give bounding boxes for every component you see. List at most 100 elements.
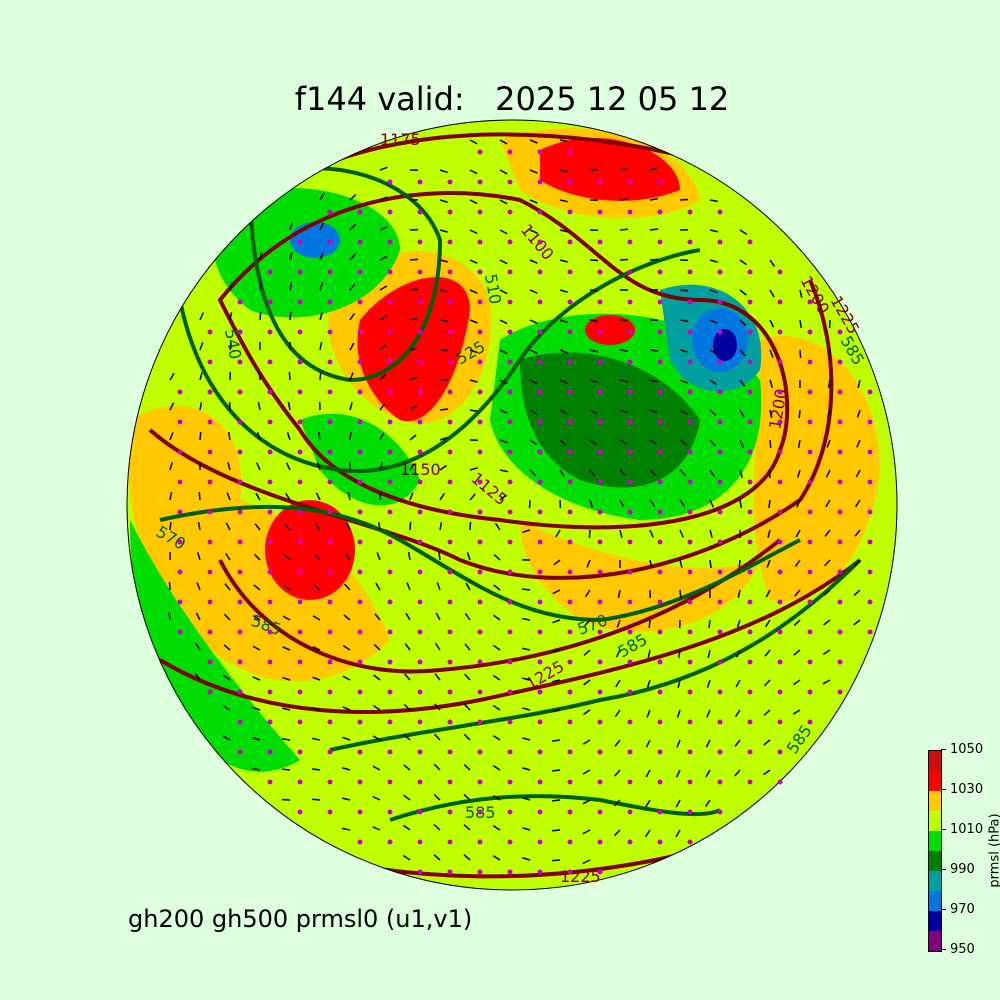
station-dot <box>687 689 693 695</box>
wind-vector <box>645 799 651 808</box>
station-dot <box>507 479 513 485</box>
contour-label: 1175 <box>380 130 421 149</box>
colorbar-band <box>929 811 941 831</box>
wind-vector <box>469 467 478 471</box>
station-dot <box>747 329 753 335</box>
wind-vector <box>224 583 231 591</box>
wind-vector <box>379 403 386 411</box>
wind-vector <box>379 344 387 351</box>
station-dot <box>357 599 363 605</box>
wind-vector <box>767 529 771 538</box>
station-dot <box>567 509 573 515</box>
wind-vector <box>223 613 231 621</box>
station-dot <box>327 209 333 215</box>
wind-vector <box>619 499 625 508</box>
station-dot <box>777 539 783 545</box>
station-dot <box>777 449 783 455</box>
station-dot <box>477 779 483 785</box>
station-dot <box>567 179 573 185</box>
station-dot <box>657 359 663 365</box>
wind-vector <box>281 737 291 741</box>
wind-vector <box>853 619 861 626</box>
station-dot <box>447 809 453 815</box>
map-subtitle: gh200 gh500 prmsl0 (u1,v1) <box>128 905 473 933</box>
station-dot <box>327 239 333 245</box>
wind-vector <box>312 737 321 741</box>
station-dot <box>477 809 483 815</box>
wind-vector <box>619 198 629 201</box>
wind-vector <box>403 794 411 801</box>
station-dot <box>717 449 723 455</box>
station-dot <box>597 359 603 365</box>
wind-vector <box>735 649 741 658</box>
station-dot <box>507 419 513 425</box>
station-dot <box>357 629 363 635</box>
wind-vector <box>499 379 508 385</box>
station-dot <box>387 629 393 635</box>
wind-vector <box>589 469 596 477</box>
wind-vector <box>349 342 355 351</box>
wind-vector <box>794 589 801 597</box>
wind-vector <box>199 342 204 351</box>
station-dot <box>597 419 603 425</box>
station-dot <box>477 239 483 245</box>
wind-vector <box>379 255 388 261</box>
station-dot <box>417 539 423 545</box>
station-dot <box>777 329 783 335</box>
wind-vector <box>769 349 774 358</box>
wind-vector <box>288 371 291 381</box>
wind-vector <box>469 259 478 265</box>
wind-vector <box>349 312 356 321</box>
wind-vector <box>499 409 508 414</box>
wind-vector <box>739 469 744 478</box>
contour-label: 1150 <box>400 460 441 479</box>
station-dot <box>237 479 243 485</box>
station-dot <box>387 179 393 185</box>
station-dot <box>297 269 303 275</box>
wind-vector <box>824 529 831 537</box>
wind-vector <box>349 402 353 411</box>
wind-vector <box>709 469 715 478</box>
station-dot <box>357 359 363 365</box>
wind-vector <box>259 252 263 261</box>
station-dot <box>687 599 693 605</box>
wind-vector <box>379 491 382 501</box>
station-dot <box>177 479 183 485</box>
wind-vector <box>253 553 261 561</box>
station-dot <box>657 269 663 275</box>
wind-vector <box>559 379 568 384</box>
station-dot <box>567 839 573 845</box>
station-dot <box>357 239 363 245</box>
station-dot <box>567 299 573 305</box>
wind-vector <box>499 439 508 444</box>
wind-vector <box>313 553 321 561</box>
station-dot <box>567 149 573 155</box>
wind-vector <box>229 341 232 351</box>
wind-vector <box>707 649 711 658</box>
station-dot <box>267 299 273 305</box>
station-dot <box>447 569 453 575</box>
wind-vector <box>799 289 803 298</box>
wind-vector <box>499 169 508 175</box>
station-dot <box>447 869 453 875</box>
wind-vector <box>346 522 351 531</box>
station-dot <box>627 509 633 515</box>
wind-vector <box>615 649 621 658</box>
wind-vector <box>433 824 441 831</box>
wind-vector <box>253 584 261 591</box>
wind-vector <box>768 499 771 509</box>
station-dot <box>267 629 273 635</box>
wind-vector <box>559 199 568 203</box>
station-dot <box>387 569 393 575</box>
station-dot <box>417 329 423 335</box>
wind-vector <box>286 432 291 441</box>
wind-vector <box>619 439 628 445</box>
station-dot <box>537 569 543 575</box>
station-dot <box>447 689 453 695</box>
station-dot <box>267 509 273 515</box>
station-dot <box>657 449 663 455</box>
station-dot <box>417 809 423 815</box>
station-dot <box>417 779 423 785</box>
station-dot <box>687 779 693 785</box>
wind-vector <box>735 679 741 688</box>
